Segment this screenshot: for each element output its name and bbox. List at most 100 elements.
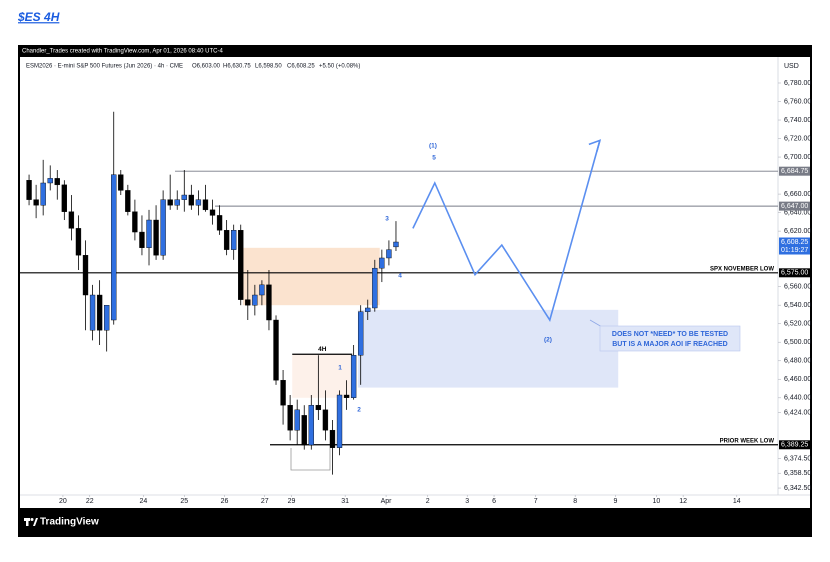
zone [242,247,380,306]
x-tick-label: 27 [261,498,269,505]
candle-body [125,190,131,212]
candle-body [68,211,75,229]
candle-body [111,174,117,321]
candle-body [252,294,258,306]
price-marker-label: 6,389.25 [781,442,808,449]
y-tick-label: 6,440.00 [784,395,811,402]
y-tick-label: 6,540.00 [784,302,811,309]
candle-body [365,307,371,312]
y-tick-label: 6,720.00 [784,135,811,142]
candle-body [195,199,202,206]
projection-arrowhead [588,139,602,152]
candle-body [245,299,251,306]
ohlc-change: +5.50 (+0.08%) [319,64,360,70]
candle-body [146,219,152,248]
candle-body [372,267,378,309]
candle-body [118,174,124,191]
y-tick-label: 6,480.00 [784,358,811,365]
x-tick-label: 26 [221,498,229,505]
candle-body [40,182,46,206]
candle-body [273,319,279,381]
candle-body [287,404,293,431]
candle-body [96,294,103,331]
price-marker-label: 6,684.75 [781,168,808,175]
symbol-info: ESM2026 · E-mini S&P 500 Futures (Jun 20… [26,64,183,70]
x-tick-label: 14 [733,498,741,505]
candle-body [209,209,216,216]
candle-body [308,404,314,446]
candle-body [238,230,244,300]
candle-body [33,199,39,206]
price-marker-label: 6,647.00 [781,203,808,210]
level-name: SPX NOVEMBER LOW [710,266,774,272]
y-tick-label: 6,740.00 [784,117,811,124]
candle-body [223,230,230,250]
x-tick-label: 20 [59,498,67,505]
callout-box [599,325,741,352]
callout-text: BUT IS A MAJOR AOI IF REACHED [612,341,728,348]
footer-brand: TradingView [40,517,99,528]
level-name: PRIOR WEEK LOW [720,438,775,444]
wave-label: 3 [385,216,389,223]
candle-body [322,409,329,431]
price-marker [779,201,810,211]
candle-body [259,284,265,296]
callout-text: DOES NOT *NEED* TO BE TESTED [612,331,728,338]
zone-label: 4H [318,346,327,353]
candle-body [336,394,343,448]
y-tick-label: 6,620.00 [784,228,811,235]
x-tick-label: 29 [288,498,296,505]
candle-body [280,379,286,406]
wave-label: (2) [544,337,552,344]
x-tick-label: 31 [341,498,349,505]
candle-body [294,409,300,431]
wave-label: 1 [338,365,342,372]
y-tick-label: 6,500.00 [784,339,811,346]
x-tick-label: 3 [465,498,469,505]
wave-label: (1) [429,143,437,150]
candle-body [202,199,209,211]
y-tick-label: 6,560.00 [784,284,811,291]
currency: USD [784,63,799,70]
candle-body [54,178,60,186]
candle-body [393,241,399,248]
current-price-marker [779,237,810,255]
candle-body [139,231,145,248]
wave-label: 4 [398,273,402,280]
y-tick-label: 6,424.00 [784,409,811,416]
y-tick-label: 6,358.50 [784,470,811,477]
ohlc-high: H6,630.75 [223,64,251,70]
x-tick-label: 24 [139,498,147,505]
x-tick-label: 9 [613,498,617,505]
projection [412,140,601,322]
candle-body [386,249,392,259]
price-marker [779,440,810,450]
candle-body [350,354,357,398]
y-tick-label: 6,520.00 [784,321,811,328]
x-tick-label: 2 [426,498,430,505]
candle-body [174,199,180,206]
candle-body [315,404,322,411]
ohlc-close: C6,608.25 [287,64,315,70]
plot-bg [20,57,810,508]
y-tick-label: 6,660.00 [784,191,811,198]
candle-body [104,305,110,331]
x-tick-label: 12 [679,498,687,505]
candle-body [266,284,272,321]
candle-body [188,194,195,206]
candle-body [47,178,53,184]
candle-body [358,311,364,356]
bracket [290,448,331,471]
ohlc-open: O6,603.00 [192,64,221,70]
candle-body [167,199,173,206]
candle-body [82,255,89,296]
x-tick-label: 8 [573,498,577,505]
page-title[interactable]: $ES 4H [17,10,60,24]
countdown-label: 01:19:27 [781,247,808,254]
y-tick-label: 6,780.00 [784,80,811,87]
x-tick-label: 22 [86,498,94,505]
candle-body [89,294,96,331]
x-tick-label: 25 [180,498,188,505]
x-tick-label: 7 [534,498,538,505]
